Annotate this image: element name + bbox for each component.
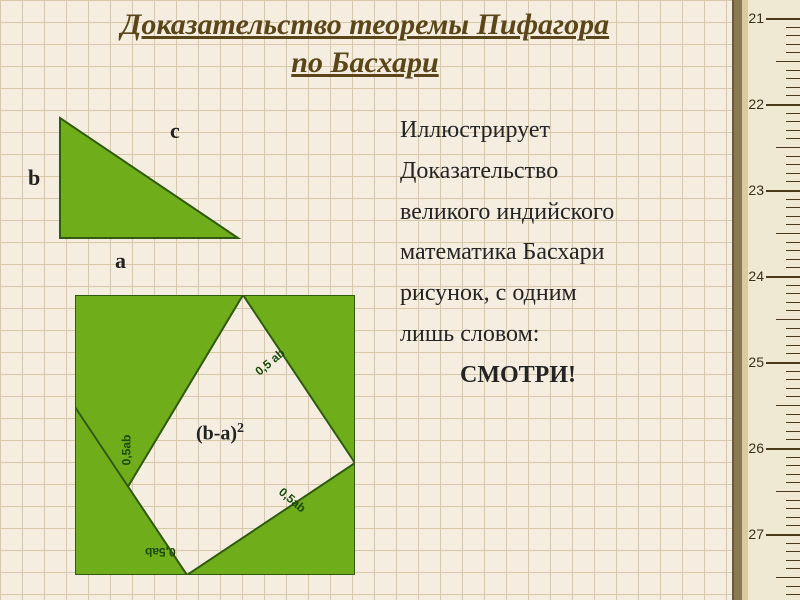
ruler-number: 26 [748,440,764,456]
triangle-area-label-1: 0,5ab [119,435,133,466]
ruler: 21 22 23 24 25 26 27 [732,0,800,600]
desc-line: великого индийского [400,192,720,233]
ruler-number: 22 [748,96,764,112]
desc-line: Доказательство [400,151,720,192]
ruler-number: 24 [748,268,764,284]
desc-line: математика Басхари [400,232,720,273]
ruler-number: 21 [748,10,764,26]
ruler-number: 25 [748,354,764,370]
title-line-2: по Басхари [291,46,438,79]
center-square-label: (b-a)2 [175,421,265,446]
small-triangle-diagram [0,0,260,260]
small-triangle [60,118,238,238]
triangle-area-label-4: 0,5ab [145,545,176,559]
bhaskara-square: (b-a)2 0,5ab 0,5 ab 0,5ab 0,5ab [75,295,355,575]
desc-line: лишь словом: [400,314,720,355]
ruler-number: 23 [748,182,764,198]
ruler-number: 27 [748,526,764,542]
desc-line: рисунок, с одним [400,273,720,314]
desc-emphasis: СМОТРИ! [400,355,720,396]
label-c: c [170,118,180,144]
label-a: а [115,248,126,274]
description-text: Иллюстрирует Доказательство великого инд… [400,110,720,396]
label-b: b [28,165,40,191]
triangle-3 [187,463,355,575]
desc-line: Иллюстрирует [400,110,720,151]
